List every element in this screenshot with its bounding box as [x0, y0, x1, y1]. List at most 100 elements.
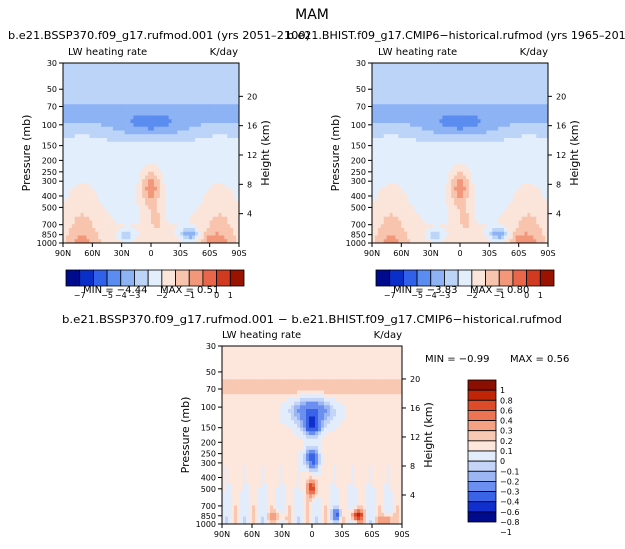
field-cell [492, 157, 495, 161]
field-cell [486, 74, 489, 78]
field-cell [492, 161, 495, 165]
field-cell [230, 209, 233, 213]
field-cell [501, 127, 504, 131]
field-cell [89, 161, 92, 165]
field-cell [516, 123, 519, 127]
field-cell [404, 168, 407, 172]
field-cell [539, 164, 542, 168]
field-cell [92, 67, 95, 71]
field-cell [519, 161, 522, 165]
field-cell [89, 232, 92, 236]
field-cell [180, 224, 183, 228]
field-cell [510, 142, 513, 146]
field-cell [69, 82, 72, 86]
field-cell [89, 206, 92, 210]
field-cell [142, 119, 145, 123]
field-cell [221, 89, 224, 93]
field-cell [375, 108, 378, 112]
field-cell [98, 119, 101, 123]
field-cell [381, 104, 384, 108]
field-cell [163, 232, 166, 236]
field-cell [501, 116, 504, 120]
field-cell [501, 71, 504, 75]
field-cell [390, 108, 393, 112]
field-cell [434, 104, 437, 108]
field-cell [469, 89, 472, 93]
field-cell [72, 142, 75, 146]
field-cell [198, 217, 201, 221]
field-cell [72, 183, 75, 187]
field-cell [160, 232, 163, 236]
field-cell [204, 217, 207, 221]
field-cell [478, 112, 481, 116]
field-cell [445, 127, 448, 131]
field-cell [448, 119, 451, 123]
field-cell [410, 142, 413, 146]
field-cell [145, 74, 148, 78]
field-cell [172, 221, 175, 225]
field-cell [75, 149, 78, 153]
field-cell [504, 116, 507, 120]
field-cell [221, 63, 224, 67]
field-cell [213, 209, 216, 213]
field-cell [198, 131, 201, 135]
field-cell [460, 176, 463, 180]
field-cell [189, 89, 192, 93]
field-cell [177, 138, 180, 142]
field-cell [442, 153, 445, 157]
field-cell [148, 104, 151, 108]
field-cell [128, 86, 131, 90]
field-cell [110, 206, 113, 210]
field-cell [180, 161, 183, 165]
field-cell [177, 71, 180, 75]
field-cell [513, 67, 516, 71]
field-cell [404, 161, 407, 165]
field-cell [434, 168, 437, 172]
field-cell [204, 89, 207, 93]
field-cell [125, 236, 128, 240]
field-cell [160, 168, 163, 172]
field-cell [216, 104, 219, 108]
field-cell [216, 71, 219, 75]
field-cell [519, 131, 522, 135]
field-cell [160, 157, 163, 161]
field-cell [381, 67, 384, 71]
field-cell [130, 63, 133, 67]
field-cell [163, 86, 166, 90]
field-cell [207, 116, 210, 120]
field-cell [163, 183, 166, 187]
field-cell [201, 93, 204, 97]
x-tick-label: 60S [202, 249, 217, 258]
field-cell [119, 142, 122, 146]
field-cell [395, 146, 398, 150]
field-cell [404, 127, 407, 131]
field-cell [133, 213, 136, 217]
field-cell [533, 172, 536, 176]
field-cell [227, 134, 230, 138]
field-cell [125, 232, 128, 236]
field-cell [227, 138, 230, 142]
field-cell [378, 134, 381, 138]
field-cell [172, 131, 175, 135]
field-cell [142, 232, 145, 236]
field-cell [213, 138, 216, 142]
field-cell [448, 179, 451, 183]
field-cell [387, 176, 390, 180]
field-cell [387, 183, 390, 187]
field-cell [454, 146, 457, 150]
field-cell [166, 202, 169, 206]
field-cell [89, 183, 92, 187]
field-cell [78, 82, 81, 86]
field-cell [404, 153, 407, 157]
field-cell [183, 194, 186, 198]
field-cell [210, 63, 213, 67]
field-cell [218, 93, 221, 97]
field-cell [145, 142, 148, 146]
field-cell [145, 179, 148, 183]
field-cell [125, 172, 128, 176]
field-cell [387, 123, 390, 127]
field-cell [101, 134, 104, 138]
field-cell [107, 209, 110, 213]
field-cell [98, 134, 101, 138]
field-cell [210, 221, 213, 225]
